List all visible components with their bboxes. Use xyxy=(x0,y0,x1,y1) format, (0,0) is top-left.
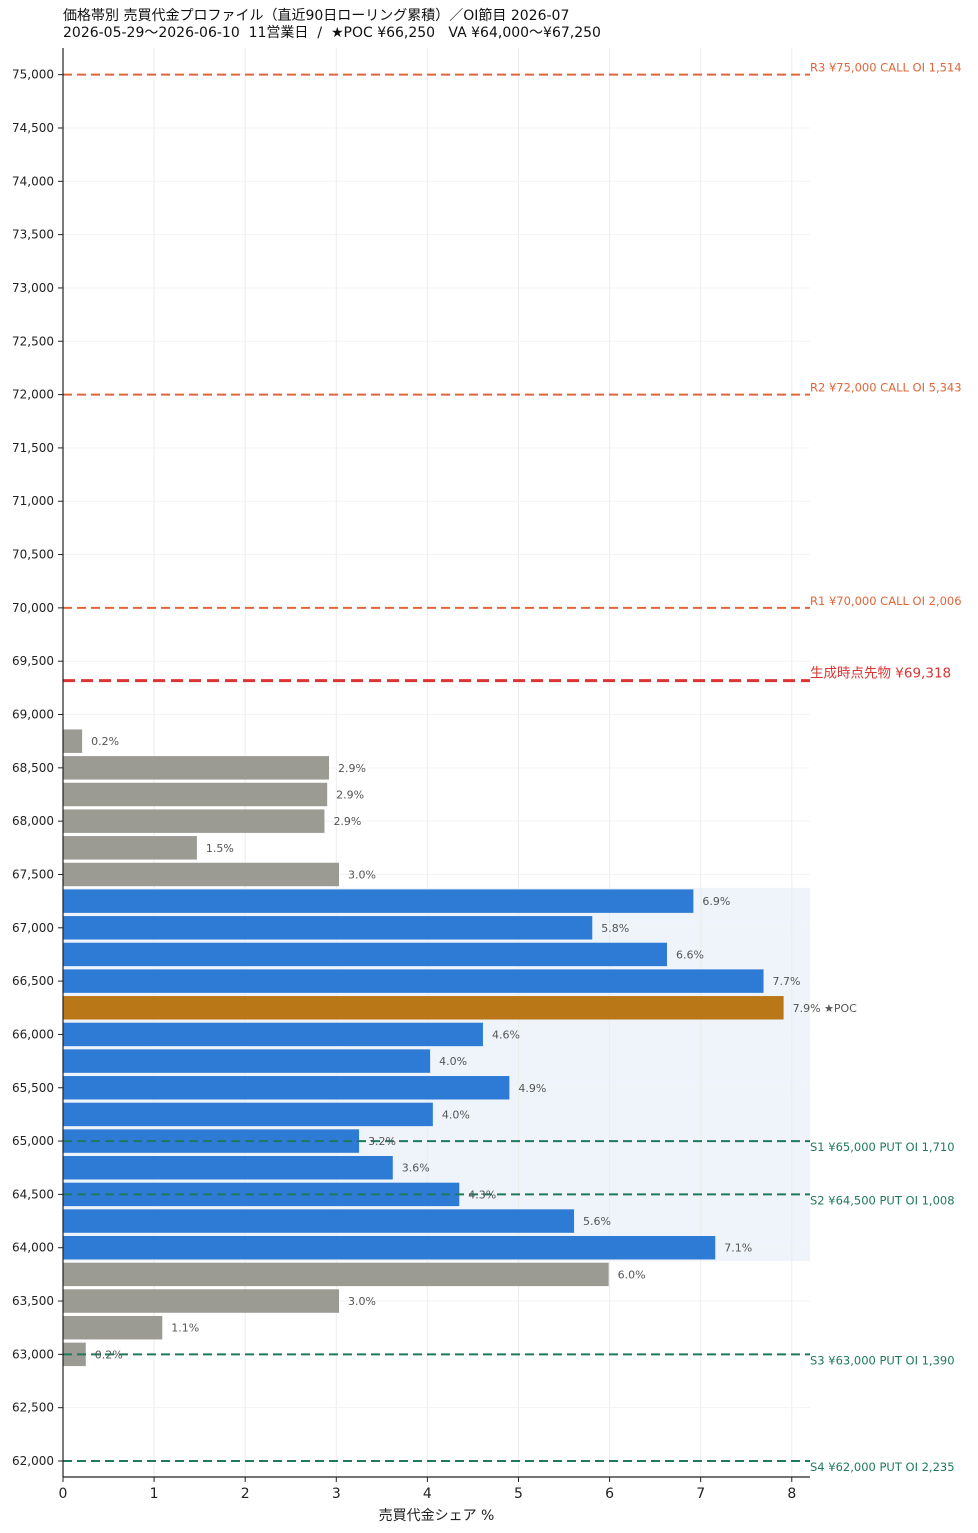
bar-value-label: 5.6% xyxy=(583,1215,611,1228)
bar-value-label: 5.8% xyxy=(601,922,629,935)
bar-value-label: 0.2% xyxy=(91,735,119,748)
x-tick-label: 5 xyxy=(514,1486,523,1502)
y-tick-label: 67,500 xyxy=(12,867,54,881)
x-tick-label: 3 xyxy=(332,1486,341,1502)
y-tick-label: 72,500 xyxy=(12,334,54,348)
x-tick-label: 2 xyxy=(241,1486,250,1502)
y-tick-label: 73,000 xyxy=(12,281,54,295)
bar xyxy=(63,1235,716,1260)
bar-value-label: 2.9% xyxy=(333,815,361,828)
y-tick-label: 66,500 xyxy=(12,974,54,988)
y-tick-label: 74,500 xyxy=(12,121,54,135)
level-label-support: S1 ¥65,000 PUT OI 1,710 xyxy=(810,1140,955,1154)
y-tick-label: 75,000 xyxy=(12,68,54,82)
bar-value-label: 3.0% xyxy=(348,868,376,881)
bar xyxy=(63,1342,86,1367)
bar xyxy=(63,996,784,1020)
bar-value-label: 7.1% xyxy=(724,1242,752,1255)
x-tick-label: 7 xyxy=(696,1486,705,1502)
x-tick-label: 8 xyxy=(787,1486,796,1502)
y-tick-label: 67,000 xyxy=(12,921,54,935)
chart-title: 価格帯別 売買代金プロファイル（直近90日ローリング累積）／OI節目 2026-… xyxy=(63,8,570,24)
bar-value-label: 6.9% xyxy=(702,895,730,908)
bar xyxy=(63,836,197,860)
bar-value-label: 3.0% xyxy=(348,1295,376,1308)
y-tick-label: 69,500 xyxy=(12,654,54,668)
x-tick-label: 6 xyxy=(605,1486,614,1502)
chart-subtitle: 2026-05-29〜2026-06-10 11営業日 / ★POC ¥66,2… xyxy=(63,25,601,41)
y-tick-label: 64,500 xyxy=(12,1187,54,1201)
y-tick-label: 66,000 xyxy=(12,1027,54,1041)
bar-value-label: 2.9% xyxy=(338,762,366,775)
bar xyxy=(63,889,694,913)
y-tick-label: 70,500 xyxy=(12,548,54,562)
y-tick-label: 74,000 xyxy=(12,174,54,188)
bar-value-label: 1.1% xyxy=(171,1322,199,1335)
y-tick-label: 68,500 xyxy=(12,761,54,775)
bar-value-label: 0.2% xyxy=(95,1348,123,1361)
bar-value-label: 3.6% xyxy=(402,1162,430,1175)
bar-value-label: 4.0% xyxy=(442,1108,470,1121)
bar-value-label: 3.2% xyxy=(368,1135,396,1148)
bar-value-label: 4.3% xyxy=(468,1188,496,1201)
y-tick-label: 68,000 xyxy=(12,814,54,828)
bar xyxy=(63,1102,433,1127)
bar xyxy=(63,916,593,940)
level-label-support: S3 ¥63,000 PUT OI 1,390 xyxy=(810,1353,955,1367)
x-tick-label: 0 xyxy=(59,1486,68,1502)
x-tick-label: 4 xyxy=(423,1486,432,1502)
x-tick-label: 1 xyxy=(150,1486,159,1502)
y-tick-label: 62,500 xyxy=(12,1401,54,1415)
y-tick-label: 73,500 xyxy=(12,228,54,242)
y-tick-label: 62,000 xyxy=(12,1454,54,1468)
bar xyxy=(63,1076,510,1100)
y-tick-label: 72,000 xyxy=(12,388,54,402)
bar-value-label: 7.7% xyxy=(773,975,801,988)
level-label-resistance: R2 ¥72,000 CALL OI 5,343 xyxy=(810,381,962,395)
bar-value-label: 2.9% xyxy=(336,788,364,801)
y-tick-label: 63,500 xyxy=(12,1294,54,1308)
bar xyxy=(63,862,340,887)
y-tick-label: 71,000 xyxy=(12,494,54,508)
level-label-support: S2 ¥64,500 PUT OI 1,008 xyxy=(810,1193,955,1207)
bar xyxy=(63,1262,609,1287)
level-label-resistance: R1 ¥70,000 CALL OI 2,006 xyxy=(810,594,962,608)
y-tick-label: 63,000 xyxy=(12,1347,54,1361)
bar-value-label: 4.0% xyxy=(439,1055,467,1068)
bar xyxy=(63,756,330,780)
bar xyxy=(63,942,667,967)
y-tick-label: 70,000 xyxy=(12,601,54,615)
y-tick-label: 65,000 xyxy=(12,1134,54,1148)
x-axis-label: 売買代金シェア % xyxy=(379,1508,495,1524)
bar xyxy=(63,809,325,833)
bar xyxy=(63,1315,163,1340)
bar xyxy=(63,782,328,807)
y-tick-label: 64,000 xyxy=(12,1241,54,1255)
level-label-current: 生成時点先物 ¥69,318 xyxy=(810,666,951,682)
level-label-support: S4 ¥62,000 PUT OI 2,235 xyxy=(810,1460,955,1474)
bar xyxy=(63,969,764,993)
bar-value-label: 1.5% xyxy=(206,842,234,855)
bar xyxy=(63,1156,393,1180)
bar xyxy=(63,1022,483,1047)
bar xyxy=(63,1289,340,1313)
level-label-resistance: R3 ¥75,000 CALL OI 1,514 xyxy=(810,61,962,75)
y-tick-label: 65,500 xyxy=(12,1081,54,1095)
bar-value-label: 4.6% xyxy=(492,1028,520,1041)
y-tick-label: 69,000 xyxy=(12,708,54,722)
bar-value-label: 7.9% ★POC xyxy=(793,1002,858,1015)
bar-value-label: 6.6% xyxy=(676,948,704,961)
bar-value-label: 4.9% xyxy=(518,1082,546,1095)
bar xyxy=(63,1049,431,1073)
bar xyxy=(63,1209,575,1233)
y-tick-label: 71,500 xyxy=(12,441,54,455)
bar-value-label: 6.0% xyxy=(618,1268,646,1281)
bar xyxy=(63,729,83,753)
